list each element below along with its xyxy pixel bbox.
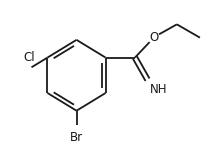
- Text: O: O: [149, 31, 158, 44]
- Text: Cl: Cl: [24, 51, 35, 64]
- Text: NH: NH: [150, 83, 167, 96]
- Text: Br: Br: [70, 131, 83, 144]
